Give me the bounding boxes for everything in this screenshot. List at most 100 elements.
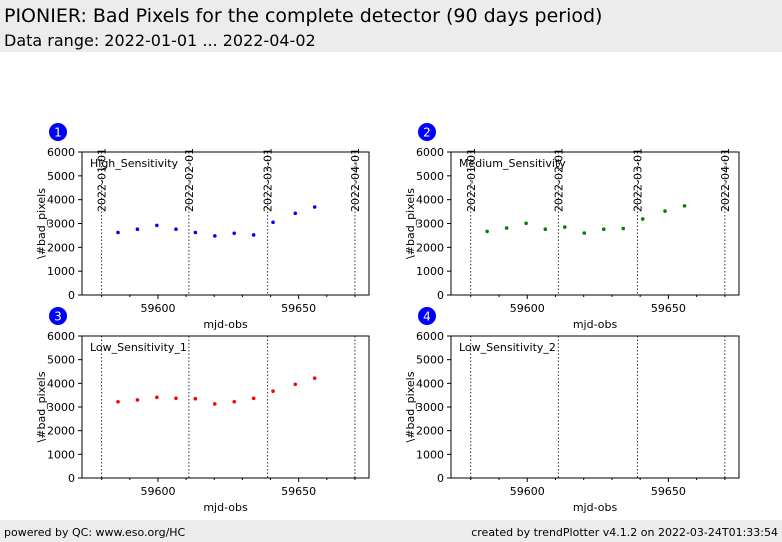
- y-axis-label: \#bad_pixels: [404, 371, 417, 442]
- chart-panel-1: 2022-01-01 2022-02-01 2022-03-01 2022-04-01…: [35, 123, 370, 331]
- data-point: [193, 396, 198, 401]
- series-annotation: Low_Sensitivity_2: [459, 341, 556, 354]
- panel-number-badge: [49, 307, 67, 325]
- x-axis-label: mjd-obs: [203, 318, 248, 331]
- y-tick-label: 6000: [47, 330, 75, 343]
- y-tick-label: 1000: [416, 448, 444, 461]
- y-tick-label: 3000: [416, 218, 444, 231]
- y-tick-label: 6000: [416, 146, 444, 159]
- data-point: [213, 402, 217, 406]
- data-point: [271, 389, 275, 393]
- y-axis-label: \#bad_pixels: [404, 188, 417, 259]
- y-tick-label: 1000: [47, 448, 75, 461]
- x-tick-label: 59650: [281, 485, 316, 498]
- data-point: [155, 395, 159, 400]
- y-tick-label: 6000: [416, 330, 444, 343]
- data-point: [312, 205, 317, 209]
- y-tick-label: 2000: [47, 241, 75, 254]
- date-marker-label: 2022-04-01: [719, 148, 732, 212]
- data-point: [640, 217, 645, 221]
- panel-number-label: 1: [54, 126, 62, 140]
- chart-panel-2: 2022-01-01 2022-02-01 2022-03-01 2022-04-01…: [404, 123, 740, 331]
- plot-frame: [81, 151, 370, 296]
- data-point: [504, 226, 509, 230]
- x-tick-label: 59600: [510, 302, 545, 315]
- y-tick-label: 5000: [47, 354, 75, 367]
- data-point: [174, 396, 178, 401]
- data-point: [271, 220, 275, 225]
- data-point: [601, 227, 606, 232]
- plot-frame: [450, 151, 740, 296]
- chart-panel-3: 0 1000 2000 3000 4000 5000 6000 59600 59650 mjd-o…: [35, 307, 370, 514]
- data-point: [293, 382, 298, 387]
- data-point: [562, 225, 567, 229]
- y-tick-label: 5000: [416, 354, 444, 367]
- x-axis-label: mjd-obs: [573, 318, 618, 331]
- x-tick-label: 59650: [281, 302, 316, 315]
- data-point: [293, 211, 298, 216]
- y-axis-label: \#bad_pixels: [35, 371, 48, 442]
- data-point: [682, 204, 687, 208]
- data-point: [155, 223, 159, 228]
- data-point: [663, 209, 667, 213]
- y-axis-label: \#bad_pixels: [35, 188, 48, 259]
- y-tick-label: 2000: [47, 425, 75, 438]
- y-tick-label: 3000: [47, 218, 75, 231]
- data-point: [135, 227, 140, 232]
- panel-number-label: 2: [423, 126, 431, 140]
- series-annotation: Medium_Sensitivity: [459, 157, 566, 170]
- footer-powered-by: powered by QC: www.eso.org/HC: [4, 526, 186, 539]
- data-point: [543, 227, 548, 232]
- panel-number-badge: [418, 307, 436, 325]
- data-point: [193, 230, 198, 235]
- data-point: [232, 399, 237, 404]
- data-point: [251, 396, 256, 401]
- y-tick-label: 0: [68, 472, 75, 485]
- x-tick-label: 59600: [510, 485, 545, 498]
- date-range-subtitle: Data range: 2022-01-01 ... 2022-04-02: [4, 31, 316, 50]
- data-point: [135, 398, 140, 402]
- date-marker-label: 2022-02-01: [552, 148, 565, 212]
- series-annotation: Low_Sensitivity_1: [90, 341, 187, 354]
- date-marker-label: 2022-04-01: [349, 148, 362, 212]
- x-axis-label: mjd-obs: [573, 501, 618, 514]
- data-point: [116, 230, 120, 235]
- panel-number-badge: [49, 123, 67, 141]
- y-tick-label: 3000: [47, 401, 75, 414]
- data-point: [213, 234, 217, 238]
- x-tick-label: 59600: [140, 302, 175, 315]
- panel-number-label: 4: [423, 310, 431, 324]
- plot-frame: [81, 335, 370, 479]
- data-point: [485, 229, 489, 234]
- data-point: [174, 227, 178, 232]
- date-marker-label: 2022-03-01: [631, 148, 644, 212]
- y-tick-label: 1000: [47, 265, 75, 278]
- report-footer: powered by QC: www.eso.org/HC created by…: [0, 520, 782, 542]
- data-point: [582, 231, 587, 235]
- y-tick-label: 5000: [416, 170, 444, 183]
- data-point: [232, 231, 237, 236]
- y-tick-label: 3000: [416, 401, 444, 414]
- x-tick-label: 59650: [651, 485, 686, 498]
- series-annotation: High_Sensitivity: [90, 157, 179, 170]
- y-tick-label: 0: [68, 289, 75, 302]
- data-point: [621, 226, 626, 231]
- report-title: PIONIER: Bad Pixels for the complete det…: [4, 5, 603, 27]
- date-marker-label: 2022-01-01: [96, 148, 109, 212]
- x-tick-label: 59600: [140, 485, 175, 498]
- y-tick-label: 1000: [416, 265, 444, 278]
- data-point: [524, 221, 528, 226]
- y-tick-label: 6000: [47, 146, 75, 159]
- y-tick-label: 0: [437, 289, 444, 302]
- data-point: [116, 399, 120, 404]
- y-tick-label: 2000: [416, 425, 444, 438]
- y-tick-label: 5000: [47, 170, 75, 183]
- date-marker-label: 2022-03-01: [262, 148, 275, 212]
- panel-number-badge: [418, 123, 436, 141]
- panel-number-label: 3: [54, 310, 62, 324]
- date-marker-label: 2022-02-01: [183, 148, 196, 212]
- data-point: [312, 376, 317, 380]
- chart-panel-4: 0 1000 2000 3000 4000 5000 6000 59600 59650 mjd-o…: [404, 307, 740, 514]
- footer-created-by: created by trendPlotter v4.1.2 on 2022-0…: [471, 526, 778, 539]
